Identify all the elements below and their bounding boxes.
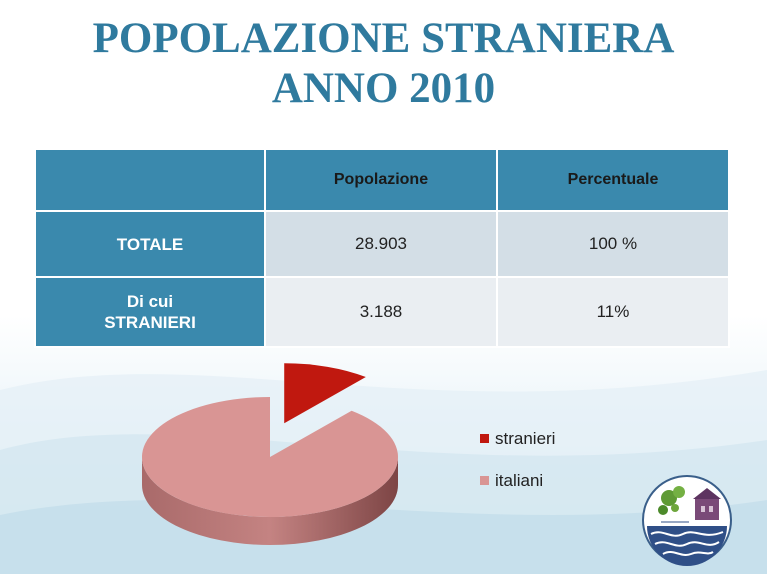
header-cell-empty <box>34 148 266 212</box>
legend-swatch <box>480 476 489 485</box>
table-header-row: Popolazione Percentuale <box>34 148 730 212</box>
slide-title: POPOLAZIONE STRANIERA ANNO 2010 <box>0 14 767 114</box>
row-label-stranieri: Di cui STRANIERI <box>34 276 266 348</box>
cell-percentuale: 100 % <box>496 210 730 278</box>
legend-swatch <box>480 434 489 443</box>
pie-slice-side <box>142 457 398 545</box>
population-table: Popolazione Percentuale TOTALE 28.903 10… <box>34 148 730 348</box>
legend-item-italiani: italiani <box>480 470 620 492</box>
row-label-totale: TOTALE <box>34 210 266 278</box>
table-row: TOTALE 28.903 100 % <box>34 210 730 278</box>
header-cell-popolazione: Popolazione <box>264 148 498 212</box>
row-label-line-1: Di cui <box>126 292 174 311</box>
header-cell-percentuale: Percentuale <box>496 148 730 212</box>
title-line-2: ANNO 2010 <box>271 65 496 112</box>
municipality-logo <box>642 475 732 566</box>
pie-slice-italiani <box>141 397 398 545</box>
cell-percentuale: 11% <box>496 276 730 348</box>
title-line-1: POPOLAZIONE STRANIERA <box>92 15 675 62</box>
legend-label: italiani <box>495 471 544 490</box>
table-row: Di cui STRANIERI 3.188 11% <box>34 276 730 348</box>
pie-slice-top <box>284 363 366 424</box>
legend-item-stranieri: stranieri <box>480 428 620 450</box>
pie-slice-top <box>141 397 398 518</box>
cell-popolazione: 3.188 <box>264 276 498 348</box>
cell-popolazione: 28.903 <box>264 210 498 278</box>
pie-slice-stranieri <box>284 363 366 424</box>
legend-label: stranieri <box>495 429 556 448</box>
row-label-line-2: STRANIERI <box>104 313 196 332</box>
